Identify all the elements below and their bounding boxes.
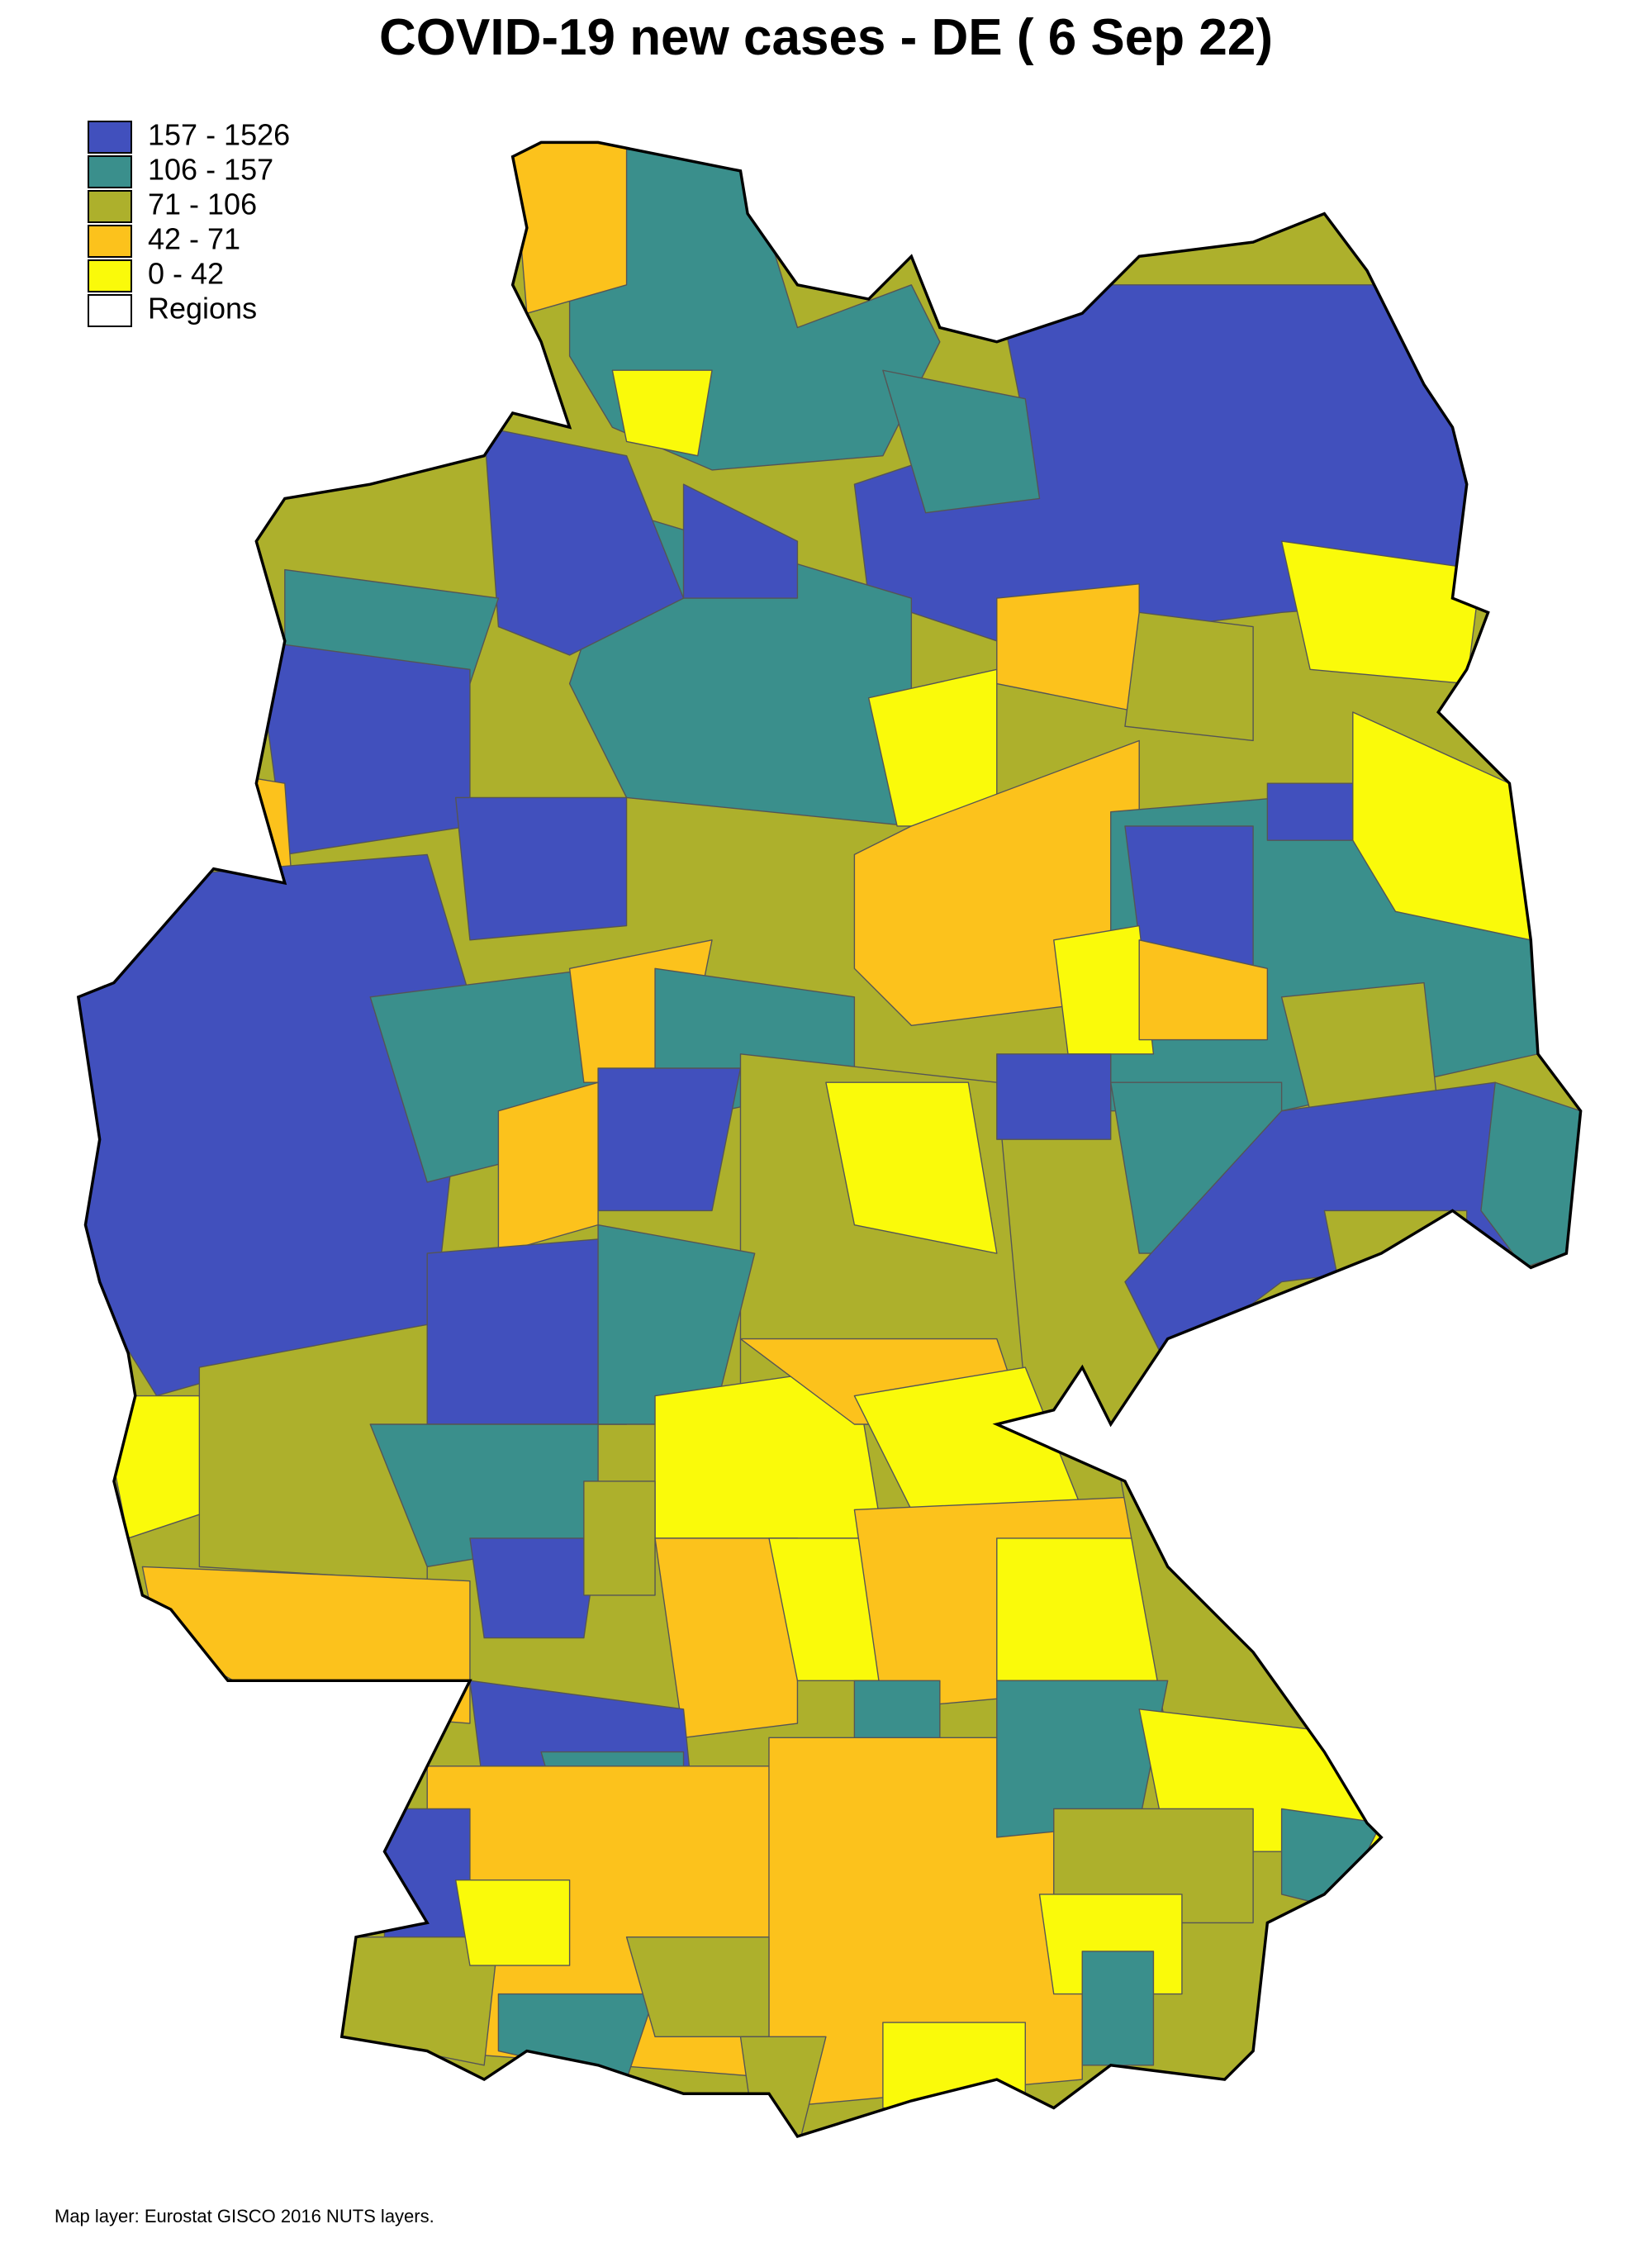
region [825,1081,998,1254]
region [469,1537,599,1639]
region [882,2022,1026,2109]
legend-swatch [88,225,132,258]
region [454,1879,571,1966]
region [255,640,471,856]
legend-label: 157 - 1526 [148,118,290,152]
region [426,1238,628,1425]
region [141,1566,471,1724]
region [682,483,799,599]
region [1053,924,1155,1055]
region [483,426,685,656]
region [1280,981,1439,1112]
region [1081,1951,1155,2066]
region [654,1537,799,1738]
region [583,1480,656,1596]
region [454,796,628,941]
legend-swatch [88,259,132,292]
legend-label: 0 - 42 [148,257,224,291]
legend-label: Regions [148,292,257,326]
legend-swatch [88,121,132,154]
region [198,768,293,884]
region [1352,711,1531,941]
map-title: COVID-19 new cases - DE ( 6 Sep 22) [379,9,1273,66]
region [497,1081,599,1254]
legend-label: 71 - 106 [148,188,257,221]
source-note: Map layer: Eurostat GISCO 2016 NUTS laye… [55,2206,434,2226]
region [511,142,628,314]
legend-swatch [88,155,132,188]
region [1266,782,1368,841]
legend-swatch [88,294,132,327]
region [882,369,1041,514]
region [996,1053,1112,1140]
legend-swatch [88,190,132,223]
region [611,369,713,457]
region [1124,611,1254,742]
legend-label: 106 - 157 [148,153,273,187]
legend-label: 42 - 71 [148,222,240,256]
region [1138,939,1269,1041]
